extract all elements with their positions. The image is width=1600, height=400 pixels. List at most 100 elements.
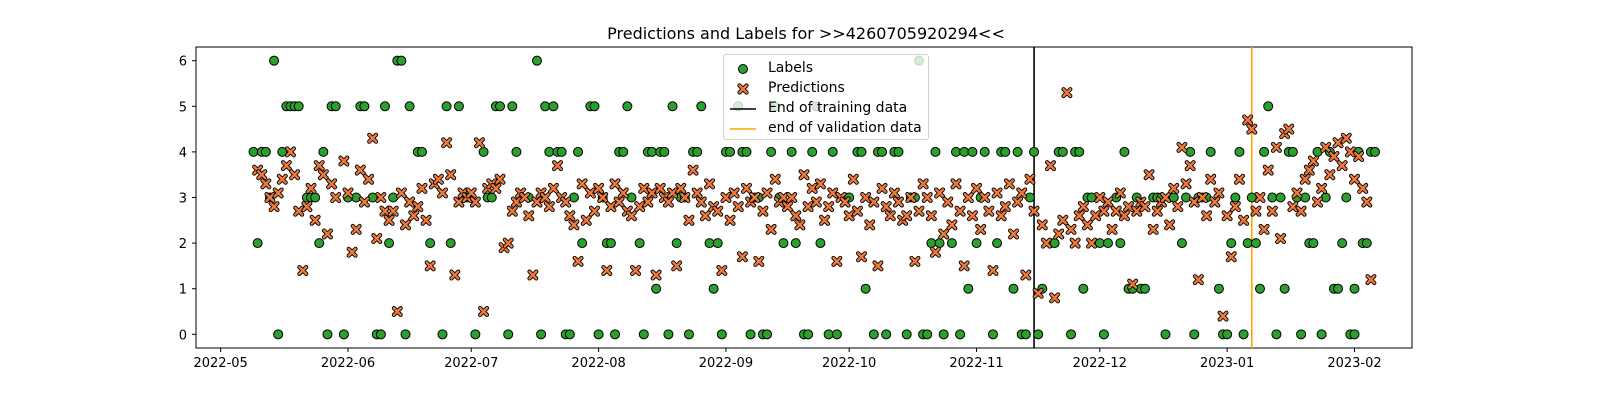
prediction-point xyxy=(942,196,954,208)
prediction-point xyxy=(1233,173,1245,185)
y-tick-label: 1 xyxy=(179,283,187,298)
prediction-point xyxy=(321,228,333,240)
prediction-point xyxy=(527,269,539,281)
prediction-point xyxy=(819,214,831,226)
prediction-point xyxy=(424,260,436,272)
label-point xyxy=(762,329,773,340)
prediction-point xyxy=(363,173,375,185)
prediction-point xyxy=(453,196,465,208)
label-point xyxy=(667,101,678,112)
prediction-point xyxy=(823,201,835,213)
label-point xyxy=(1222,329,1233,340)
y-tick-label: 4 xyxy=(179,146,187,161)
prediction-point xyxy=(1254,192,1266,203)
prediction-point xyxy=(490,182,502,194)
label-point xyxy=(951,146,961,157)
label-point xyxy=(486,192,497,203)
prediction-point xyxy=(523,210,535,222)
prediction-point xyxy=(1312,196,1324,208)
prediction-point xyxy=(913,205,925,217)
prediction-point xyxy=(1180,178,1192,190)
prediction-point xyxy=(888,187,900,199)
prediction-point xyxy=(1221,210,1233,222)
x-tick-label: 2022-07 xyxy=(444,356,498,371)
label-point xyxy=(671,238,682,249)
prediction-point xyxy=(568,219,580,231)
prediction-point xyxy=(506,205,518,217)
prediction-point xyxy=(847,173,859,185)
label-point xyxy=(803,329,814,340)
prediction-point xyxy=(1151,205,1163,217)
label-point xyxy=(1246,192,1257,203)
label-point xyxy=(416,146,427,157)
prediction-point xyxy=(987,264,999,276)
prediction-point xyxy=(1209,196,1221,208)
prediction-point xyxy=(892,196,904,208)
prediction-point xyxy=(280,160,292,172)
prediction-point xyxy=(436,187,448,199)
prediction-point xyxy=(667,187,679,199)
prediction-point xyxy=(297,264,309,276)
prediction-point xyxy=(979,192,991,203)
black-line-icon xyxy=(730,108,756,110)
prediction-point xyxy=(1196,192,1208,203)
prediction-point xyxy=(1229,201,1241,213)
label-point xyxy=(881,329,892,340)
prediction-point xyxy=(383,214,395,226)
prediction-point xyxy=(510,196,522,208)
prediction-point xyxy=(473,137,485,149)
prediction-point xyxy=(946,219,958,231)
prediction-point xyxy=(880,201,892,213)
legend-item-validation-end: end of validation data xyxy=(724,119,930,139)
label-point xyxy=(1250,238,1261,249)
label-point xyxy=(507,101,518,112)
prediction-point xyxy=(630,264,642,276)
label-point xyxy=(445,238,456,249)
prediction-point xyxy=(654,182,666,194)
label-point xyxy=(877,146,888,157)
prediction-point xyxy=(1012,196,1024,208)
label-point xyxy=(1226,238,1237,249)
prediction-point xyxy=(1036,219,1048,231)
label-point xyxy=(556,146,567,157)
prediction-point xyxy=(543,201,555,213)
label-point xyxy=(1361,238,1372,249)
prediction-point xyxy=(971,182,983,194)
label-point xyxy=(716,329,727,340)
label-point xyxy=(651,283,662,294)
prediction-point xyxy=(856,251,868,263)
prediction-point xyxy=(441,137,453,149)
prediction-point xyxy=(995,210,1007,222)
label-point xyxy=(437,329,448,340)
label-point xyxy=(1263,101,1274,112)
prediction-point xyxy=(309,214,321,226)
prediction-point xyxy=(301,201,313,213)
prediction-point xyxy=(609,178,621,190)
prediction-point xyxy=(1094,192,1106,203)
prediction-point xyxy=(519,192,531,203)
prediction-point xyxy=(1262,164,1274,176)
prediction-point xyxy=(1324,169,1336,181)
prediction-point xyxy=(338,155,350,167)
prediction-point xyxy=(284,146,296,158)
prediction-point xyxy=(260,178,272,190)
prediction-point xyxy=(1299,173,1311,185)
label-point xyxy=(1275,192,1286,203)
prediction-point xyxy=(1118,210,1130,222)
prediction-point xyxy=(358,196,370,208)
legend-item-predictions: Predictions xyxy=(724,79,930,99)
label-point xyxy=(379,101,390,112)
prediction-point xyxy=(552,160,564,172)
prediction-point xyxy=(1238,214,1250,226)
prediction-point xyxy=(1250,205,1262,217)
prediction-point xyxy=(1353,150,1365,162)
prediction-point xyxy=(769,173,781,185)
prediction-point xyxy=(740,182,752,194)
label-point xyxy=(708,283,719,294)
prediction-point xyxy=(416,182,428,194)
prediction-point xyxy=(1032,287,1044,299)
label-point xyxy=(922,329,933,340)
prediction-point xyxy=(950,178,962,190)
label-point xyxy=(322,329,333,340)
prediction-point xyxy=(1139,201,1151,213)
